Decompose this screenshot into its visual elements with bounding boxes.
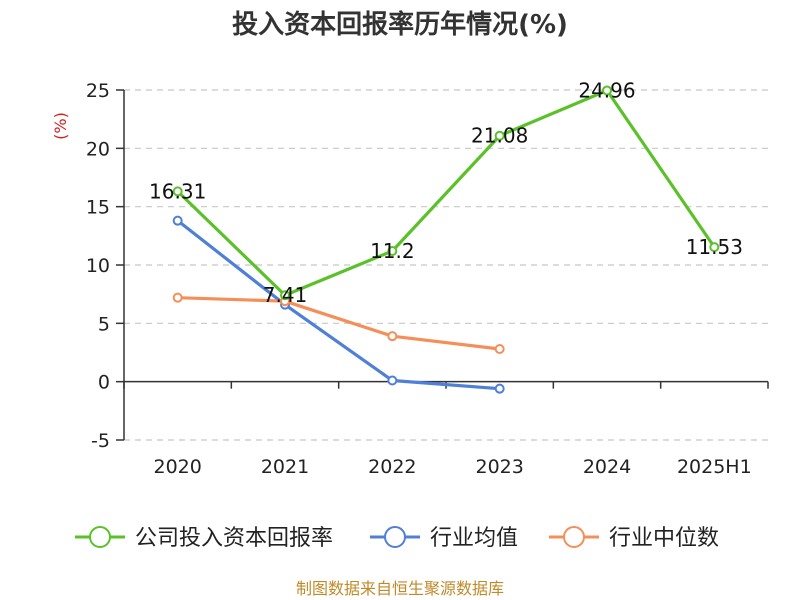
legend: 公司投入资本回报率 行业均值 行业中位数 bbox=[75, 526, 719, 551]
data-label: 7.41 bbox=[263, 283, 308, 307]
x-tick-label: 2023 bbox=[475, 456, 523, 478]
y-tick-label: 0 bbox=[98, 372, 110, 394]
data-point bbox=[602, 85, 612, 96]
x-tick-label: 2022 bbox=[368, 456, 416, 478]
data-point bbox=[494, 344, 505, 354]
legend-label-1: 行业均值 bbox=[430, 526, 518, 551]
data-label: 16.31 bbox=[149, 179, 206, 203]
chart-title: 投入资本回报率历年情况(%) bbox=[232, 9, 568, 40]
legend-marker-2 bbox=[563, 526, 585, 548]
grid-lines bbox=[124, 89, 768, 441]
legend-label-0: 公司投入资本回报率 bbox=[135, 526, 333, 551]
y-tick-label: 25 bbox=[86, 80, 110, 102]
data-point bbox=[172, 292, 183, 303]
axes: -5 0 5 10 15 20 25 2020 2021 2022 2023 2024 2025H1 bbox=[86, 80, 769, 478]
y-tick-label: -5 bbox=[91, 430, 110, 452]
data-point bbox=[494, 383, 505, 394]
data-label: 11.53 bbox=[686, 235, 743, 259]
x-tick-label: 2021 bbox=[261, 456, 309, 478]
series-line-2 bbox=[177, 296, 500, 351]
x-tick-label: 2020 bbox=[153, 456, 201, 478]
x-tick-label: 2024 bbox=[583, 456, 631, 478]
series-line-0 bbox=[176, 88, 716, 297]
data-point bbox=[172, 215, 183, 226]
data-label: 21.08 bbox=[471, 124, 528, 148]
data-point bbox=[172, 186, 183, 197]
data-point bbox=[280, 290, 290, 301]
y-tick-label: 15 bbox=[86, 197, 110, 219]
data-label: 24.96 bbox=[578, 78, 635, 102]
x-tick-label: 2025H1 bbox=[677, 456, 752, 478]
data-point bbox=[494, 130, 505, 141]
data-point bbox=[387, 246, 398, 256]
y-tick-label: 10 bbox=[86, 255, 110, 277]
y-axis-unit-label: (%) bbox=[51, 112, 70, 140]
data-label: 11.2 bbox=[370, 239, 415, 263]
series-line-1 bbox=[176, 219, 500, 391]
data-point bbox=[387, 331, 398, 342]
data-point bbox=[387, 375, 398, 386]
data-point bbox=[709, 242, 720, 253]
legend-marker-0 bbox=[89, 526, 111, 548]
y-tick-label: 20 bbox=[86, 138, 110, 160]
legend-marker-1 bbox=[384, 526, 406, 548]
data-labels: 16.31 7.41 11.2 21.08 24.96 11.53 bbox=[149, 78, 743, 307]
y-tick-label: 5 bbox=[98, 313, 110, 335]
data-source-note: 制图数据来自恒生聚源数据库 bbox=[296, 579, 504, 598]
legend-label-2: 行业中位数 bbox=[609, 526, 719, 551]
series-lines bbox=[172, 85, 720, 394]
